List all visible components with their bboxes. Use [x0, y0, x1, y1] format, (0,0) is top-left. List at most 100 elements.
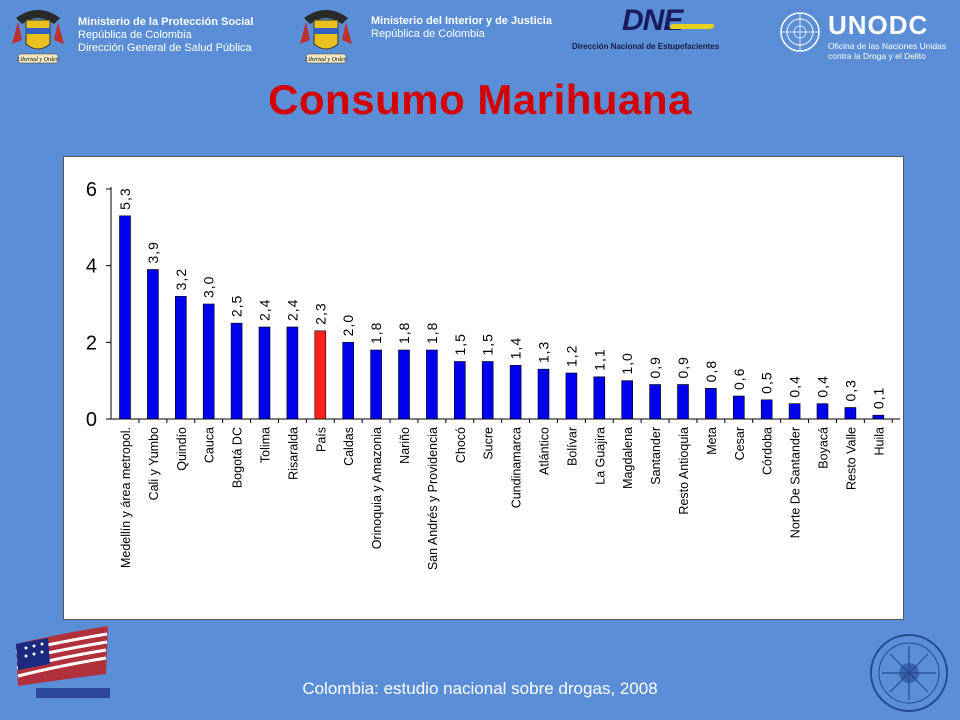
data-label: 3,9: [145, 241, 161, 263]
category-label: Cundinamarca: [510, 427, 524, 508]
category-label: Chocó: [454, 427, 468, 463]
data-label: 0,6: [731, 368, 747, 390]
y-tick-label: 0: [86, 409, 97, 431]
category-label: Bogotá DC: [231, 427, 245, 488]
unodc-wordmark: UNODC: [828, 10, 929, 40]
unodc-subtitle-line2: contra la Droga y el Delito: [828, 51, 926, 61]
public-health-direction: Dirección General de Salud Pública: [78, 42, 252, 54]
data-label: 3,0: [201, 276, 217, 298]
crest-motto-left: Libertad y Orden: [17, 57, 59, 63]
category-label: Bolívar: [565, 427, 579, 466]
bar: [565, 372, 578, 420]
bar: [844, 407, 857, 420]
bar-chart: 0 2 4 6 5,3 Medellín y área metropol. 3,9 Cali …: [86, 179, 901, 570]
bar: [481, 361, 494, 420]
dne-logo-swoosh: [669, 24, 715, 29]
category-label: San Andrés y Providencia: [426, 427, 440, 570]
category-label: Norte De Santander: [789, 427, 803, 538]
data-label: 5,3: [117, 187, 133, 209]
data-label: 2,4: [257, 299, 273, 321]
bar: [816, 403, 829, 420]
ministry-protection-header: Ministerio de la Protección Social Repúb…: [78, 16, 253, 55]
category-label: Caldas: [342, 427, 356, 466]
data-label: 1,1: [591, 348, 607, 370]
data-label: 2,3: [312, 302, 328, 324]
ministry-protection-name: Ministerio de la Protección Social: [78, 16, 254, 28]
data-label: 1,5: [480, 333, 496, 355]
category-label: Cali y Yumbo: [147, 427, 161, 500]
unodc-subtitle: Oficina de las Naciones Unidas contra la…: [828, 41, 946, 61]
bar: [621, 380, 634, 420]
data-label: 2,4: [284, 299, 300, 321]
category-label: Resto Valle: [844, 427, 858, 490]
category-label: La Guajira: [593, 427, 607, 485]
oas-emblem-icon: [870, 634, 948, 712]
data-label: 1,2: [563, 345, 579, 367]
category-label: Santander: [649, 427, 663, 485]
bar: [788, 403, 801, 420]
category-label: Quindío: [175, 427, 189, 471]
bar: [286, 326, 299, 420]
bar: [202, 303, 215, 420]
data-label: 0,4: [815, 375, 831, 397]
category-label: Atlántico: [538, 427, 552, 475]
category-label: Nariño: [398, 427, 412, 464]
y-tick-label: 2: [86, 332, 97, 354]
category-label: Boyacá: [817, 427, 831, 469]
bar: [705, 388, 717, 420]
category-label: Resto Antioquia: [677, 427, 691, 515]
data-label: 0,4: [787, 375, 803, 397]
crest-motto-mid: Libertad y Orden: [305, 57, 347, 63]
ministry-interior-name: Ministerio del Interior y de Justicia: [371, 15, 552, 27]
data-label: 0,8: [703, 360, 719, 382]
data-label: 1,3: [536, 341, 552, 363]
bar: [760, 399, 773, 420]
data-label: 3,2: [173, 268, 189, 290]
data-label: 1,0: [619, 352, 635, 374]
us-embassy-flag-logo: [15, 626, 110, 698]
category-label: Cauca: [203, 427, 217, 463]
category-label: Medellín y área metropol.: [119, 427, 133, 568]
bar: [593, 376, 606, 420]
source-footer: Colombia: estudio nacional sobre drogas,…: [302, 679, 658, 698]
colombia-coat-of-arms-icon: [300, 10, 352, 64]
category-label: Meta: [705, 427, 719, 455]
page-title: Consumo Marihuana: [268, 76, 692, 123]
category-label: Orinoquia y Amazonia: [370, 427, 384, 549]
republic-colombia-mid: República de Colombia: [371, 28, 485, 40]
bar: [453, 361, 466, 420]
y-tick-label: 6: [86, 179, 97, 201]
chart-panel: 0 2 4 6 5,3 Medellín y área metropol. 3,9 Cali …: [63, 156, 904, 620]
ministry-interior-header: Ministerio del Interior y de Justicia Re…: [371, 15, 552, 41]
category-label: Tolima: [259, 427, 273, 463]
bar: [147, 269, 159, 420]
y-tick-label: 4: [86, 256, 97, 278]
data-label: 1,8: [368, 322, 384, 344]
dne-full-name: Dirección Nacional de Estupefacientes: [572, 42, 720, 51]
bar: [537, 368, 550, 420]
data-label: 1,8: [396, 322, 412, 344]
data-label: 1,4: [508, 337, 524, 359]
bar: [677, 384, 689, 420]
category-label: País: [314, 427, 328, 452]
bar: [175, 296, 187, 420]
bar-highlight: [314, 330, 327, 420]
colombia-coat-of-arms-icon: [12, 10, 64, 64]
bar: [342, 342, 355, 420]
data-label: 2,5: [229, 295, 245, 317]
data-label: 0,1: [870, 387, 886, 409]
republic-colombia-left: República de Colombia: [78, 29, 192, 41]
unodc-subtitle-line1: Oficina de las Naciones Unidas: [828, 41, 947, 51]
category-label: Magdalena: [621, 427, 635, 489]
dne-logo-text: DNE: [622, 4, 683, 37]
data-label: 0,9: [675, 356, 691, 378]
bar: [398, 349, 410, 420]
bar: [119, 215, 131, 420]
category-label: Sucre: [482, 427, 496, 460]
dne-logo: DNE Dirección Nacional de Estupefaciente…: [572, 4, 768, 54]
data-label: 1,8: [424, 322, 440, 344]
bar: [649, 384, 661, 420]
bar: [370, 349, 382, 420]
data-label: 0,5: [759, 371, 775, 393]
data-label: 0,3: [842, 379, 858, 401]
